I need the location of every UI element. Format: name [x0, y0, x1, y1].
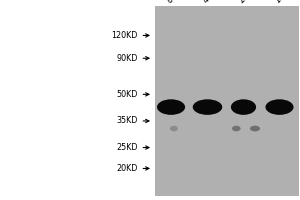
Ellipse shape — [157, 99, 185, 115]
Bar — [154, 6, 298, 196]
FancyBboxPatch shape — [270, 102, 289, 112]
Ellipse shape — [170, 126, 178, 131]
Bar — [154, 0, 298, 6]
Bar — [0, 0, 154, 200]
Text: 80ng: 80ng — [165, 0, 185, 5]
Text: 50KD: 50KD — [117, 90, 138, 99]
Text: 10ng: 10ng — [273, 0, 294, 5]
FancyBboxPatch shape — [235, 102, 252, 112]
Text: 25KD: 25KD — [116, 143, 138, 152]
Ellipse shape — [231, 99, 256, 115]
Ellipse shape — [232, 126, 241, 131]
Text: 90KD: 90KD — [117, 54, 138, 63]
Text: 120KD: 120KD — [112, 31, 138, 40]
FancyBboxPatch shape — [161, 102, 181, 112]
Text: 20ng: 20ng — [237, 0, 258, 5]
Text: 40ng: 40ng — [201, 0, 222, 5]
FancyBboxPatch shape — [197, 102, 218, 112]
Ellipse shape — [266, 99, 293, 115]
Ellipse shape — [250, 126, 260, 131]
Text: 35KD: 35KD — [117, 116, 138, 125]
Ellipse shape — [193, 99, 222, 115]
Text: 20KD: 20KD — [117, 164, 138, 173]
